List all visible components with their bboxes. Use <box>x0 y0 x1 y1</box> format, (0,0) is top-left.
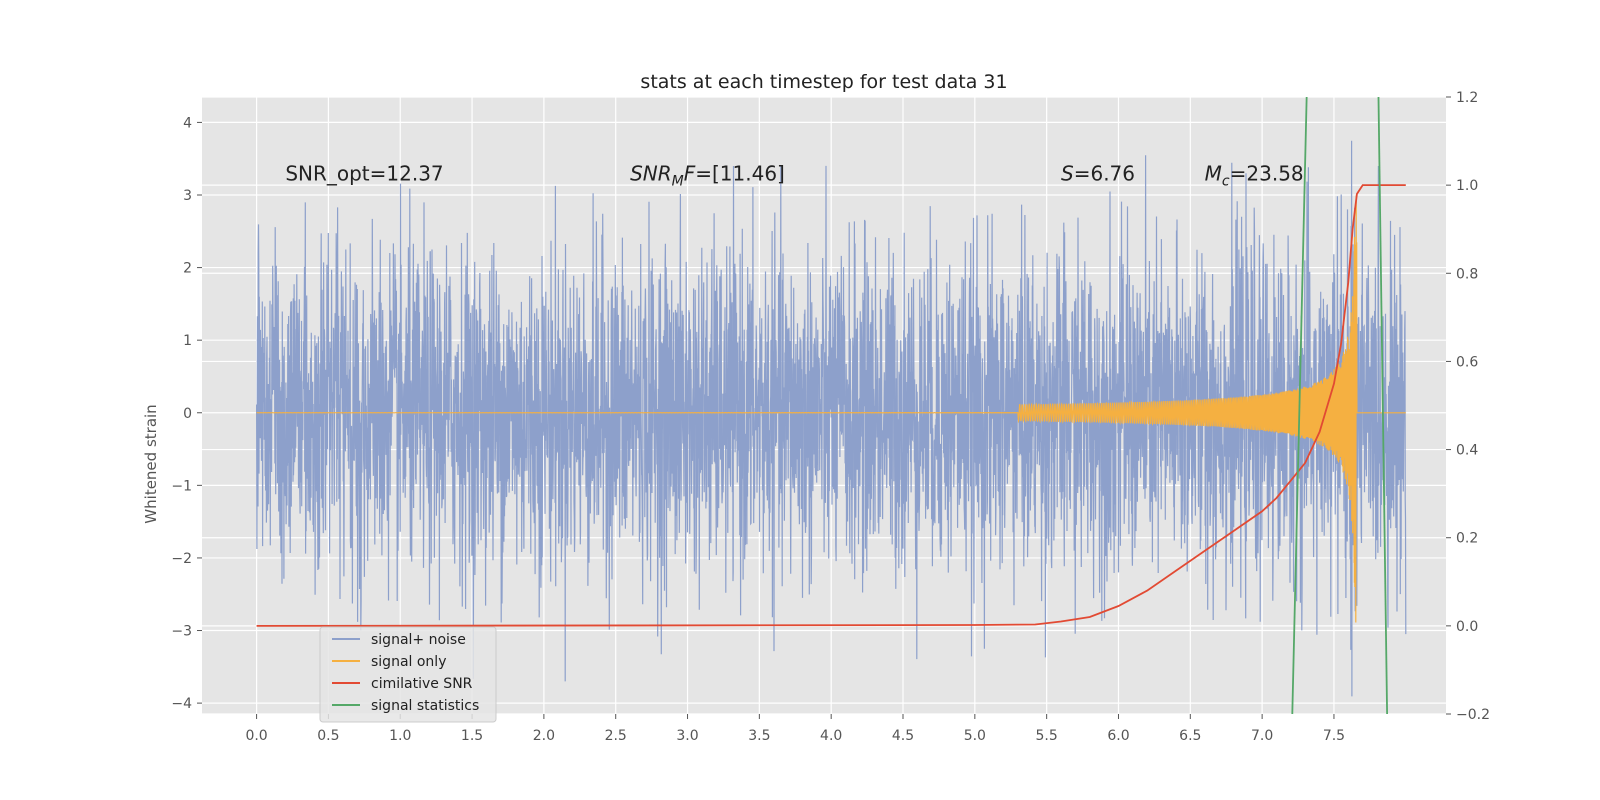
y-tick-label: −4 <box>171 696 192 712</box>
signal-statistics-line <box>1291 97 1308 714</box>
x-tick-label: 0.0 <box>245 728 267 744</box>
x-tick-label: 1.5 <box>461 728 483 744</box>
legend-label: signal only <box>371 654 446 670</box>
x-tick-label: 3.5 <box>748 728 770 744</box>
annotation: SNRMF=[11.46] <box>630 161 785 189</box>
y-tick-label: −3 <box>171 624 192 640</box>
y-tick-label: 1 <box>183 333 192 349</box>
y-tick-label: 3 <box>183 188 192 204</box>
y-tick-label: 0 <box>183 406 192 422</box>
x-axis: 0.0 0.5 1.0 1.5 2.0 2.5 3.0 3.5 4.0 4.5 5.0 5.5 6.0 6… <box>245 714 1345 744</box>
y-tick-label: 4 <box>183 115 192 131</box>
annotation: Mc=23.58 <box>1205 161 1304 189</box>
y2-tick-label: 1.0 <box>1456 178 1478 194</box>
x-tick-label: 5.5 <box>1036 728 1058 744</box>
x-tick-label: 5.0 <box>964 728 986 744</box>
legend: signal+ noise signal only cimilative SNR si… <box>319 626 497 723</box>
y-tick-label: −2 <box>171 551 192 567</box>
x-tick-label: 3.0 <box>676 728 698 744</box>
x-tick-label: 6.5 <box>1179 728 1201 744</box>
series-signal-statistics <box>1291 97 1389 714</box>
legend-label: signal+ noise <box>371 632 466 648</box>
annotation: SNR_opt=12.37 <box>285 161 443 185</box>
y-axis-right: 1.2 1.0 0.8 0.6 0.4 0.2 0.0 −0.2 <box>1446 90 1490 723</box>
x-tick-label: 4.0 <box>820 728 842 744</box>
annotation: S=6.76 <box>1061 161 1135 185</box>
x-tick-label: 7.5 <box>1323 728 1345 744</box>
y2-tick-label: 0.2 <box>1456 531 1478 547</box>
series-layer <box>256 97 1407 714</box>
annotations: SNR_opt=12.37 SNRMF=[11.46] S=6.76 Mc=23.58 <box>285 161 1303 189</box>
y2-tick-label: 0.6 <box>1456 354 1478 370</box>
x-tick-label: 4.5 <box>892 728 914 744</box>
y-tick-label: −1 <box>171 478 192 494</box>
y-axis-label: Whitened strain <box>142 404 160 523</box>
x-tick-label: 2.0 <box>533 728 555 744</box>
x-tick-label: 0.5 <box>317 728 339 744</box>
y-axis-left: 4 3 2 1 0 −1 −2 −3 −4 <box>171 115 202 712</box>
x-tick-label: 7.0 <box>1251 728 1273 744</box>
series-cumulative-snr <box>256 184 1406 627</box>
y2-tick-label: 0.8 <box>1456 266 1478 282</box>
x-tick-label: 2.5 <box>605 728 627 744</box>
x-tick-label: 6.0 <box>1107 728 1129 744</box>
legend-label: cimilative SNR <box>371 676 473 692</box>
y2-tick-label: 1.2 <box>1456 90 1478 106</box>
y2-tick-label: −0.2 <box>1456 707 1490 723</box>
y2-tick-label: 0.0 <box>1456 619 1478 635</box>
series-signal-noise <box>256 140 1407 697</box>
y2-tick-label: 0.4 <box>1456 443 1478 459</box>
legend-label: signal statistics <box>371 698 479 714</box>
y-tick-label: 2 <box>183 261 192 277</box>
legend-box <box>319 626 497 723</box>
series-signal-only <box>256 195 1406 623</box>
x-tick-label: 1.0 <box>389 728 411 744</box>
chart-title: stats at each timestep for test data 31 <box>640 71 1007 93</box>
signal-statistics-line <box>1377 97 1389 714</box>
